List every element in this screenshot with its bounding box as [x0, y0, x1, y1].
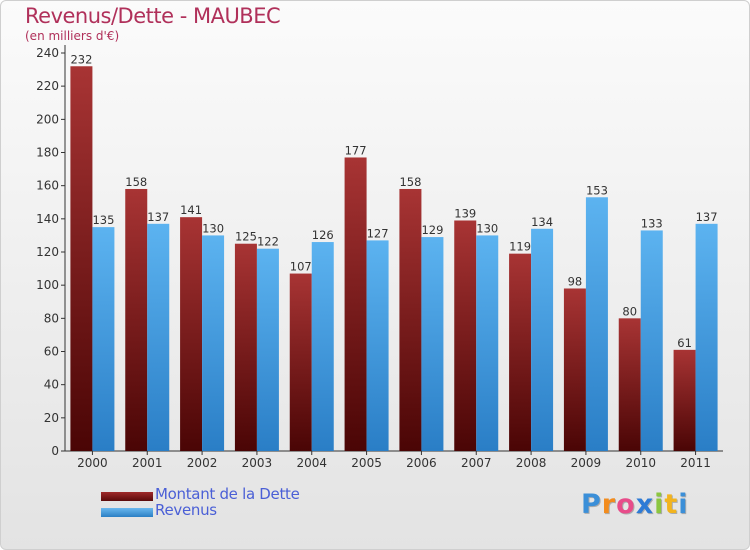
x-tick-label: 2009 [571, 456, 602, 470]
x-tick-label: 2004 [296, 456, 327, 470]
logo-letter: t [664, 489, 679, 520]
data-label-revenue: 153 [586, 183, 608, 197]
legend-label-debt: Montant de la Dette [155, 485, 300, 503]
bar-debt [454, 220, 477, 451]
bar-revenue [695, 223, 718, 451]
y-tick-label: 180 [36, 146, 59, 160]
legend-swatch-revenue [101, 508, 153, 517]
data-label-debt: 119 [509, 240, 531, 254]
bar-revenue [92, 227, 115, 451]
data-label-debt: 61 [677, 336, 692, 350]
logo-letter: P [581, 489, 602, 520]
data-label-debt: 98 [568, 274, 583, 288]
data-label-debt: 125 [235, 230, 257, 244]
data-label-revenue: 134 [531, 215, 553, 229]
bar-revenue [585, 197, 608, 451]
x-tick-label: 2006 [406, 456, 437, 470]
data-label-revenue: 129 [421, 223, 443, 237]
data-label-revenue: 130 [202, 221, 224, 235]
x-tick-label: 2001 [132, 456, 163, 470]
bar-revenue [531, 228, 554, 451]
logo-letter: i [654, 489, 665, 520]
logo-letter: o [616, 489, 636, 520]
data-label-revenue: 127 [367, 226, 389, 240]
y-tick-label: 160 [36, 179, 59, 193]
data-label-revenue: 130 [476, 221, 498, 235]
chart-title: Revenus/Dette - MAUBEC [25, 4, 281, 28]
data-label-revenue: 133 [641, 216, 663, 230]
bar-revenue [476, 235, 499, 451]
bar-debt [289, 273, 312, 451]
y-tick-label: 220 [36, 79, 59, 93]
y-tick-label: 60 [44, 345, 59, 359]
bar-debt [399, 188, 422, 451]
bar-debt [70, 66, 93, 452]
data-label-debt: 158 [399, 175, 421, 189]
bar-debt [180, 217, 203, 451]
data-label-debt: 80 [622, 304, 637, 318]
y-tick-label: 100 [36, 278, 59, 292]
data-label-debt: 107 [290, 260, 312, 274]
y-tick-label: 20 [44, 411, 59, 425]
proxiti-logo: Proxiti [581, 489, 689, 520]
x-tick-label: 2008 [516, 456, 547, 470]
bar-revenue [311, 242, 334, 451]
y-tick-label: 240 [36, 46, 59, 60]
chart-subtitle: (en milliers d'€) [25, 29, 120, 43]
data-label-revenue: 137 [147, 210, 169, 224]
x-tick-label: 2000 [77, 456, 108, 470]
x-tick-label: 2002 [187, 456, 218, 470]
y-tick-label: 120 [36, 245, 59, 259]
x-tick-label: 2005 [351, 456, 382, 470]
x-tick-label: 2011 [680, 456, 711, 470]
y-tick-label: 0 [51, 444, 59, 458]
x-tick-label: 2003 [242, 456, 273, 470]
data-label-revenue: 135 [92, 213, 114, 227]
x-tick-label: 2007 [461, 456, 492, 470]
bar-debt [125, 188, 148, 451]
data-label-debt: 232 [70, 52, 92, 66]
bar-debt [563, 288, 586, 451]
data-label-revenue: 126 [312, 228, 334, 242]
bar-debt [618, 318, 641, 451]
bar-debt [344, 157, 367, 451]
bar-revenue [202, 235, 225, 451]
data-label-revenue: 137 [696, 210, 718, 224]
data-label-debt: 141 [180, 203, 202, 217]
bar-revenue [640, 230, 663, 451]
data-label-debt: 139 [454, 206, 476, 220]
bar-debt [673, 349, 696, 451]
y-tick-label: 140 [36, 212, 59, 226]
legend-label-revenue: Revenus [155, 501, 217, 519]
bar-revenue [366, 240, 389, 451]
bar-revenue [256, 248, 279, 451]
data-label-debt: 158 [125, 175, 147, 189]
logo-letter: r [601, 489, 617, 520]
x-tick-label: 2010 [625, 456, 656, 470]
bar-debt [234, 243, 257, 451]
y-tick-label: 200 [36, 112, 59, 126]
bar-revenue [147, 223, 170, 451]
bar-debt [509, 253, 532, 451]
logo-letter: x [635, 489, 655, 520]
data-label-debt: 177 [345, 143, 367, 157]
legend-swatch-debt [101, 492, 153, 501]
y-tick-label: 80 [44, 311, 59, 325]
y-tick-label: 40 [44, 378, 59, 392]
logo-letter: i [678, 489, 689, 520]
bar-revenue [421, 237, 444, 451]
data-label-revenue: 122 [257, 235, 279, 249]
